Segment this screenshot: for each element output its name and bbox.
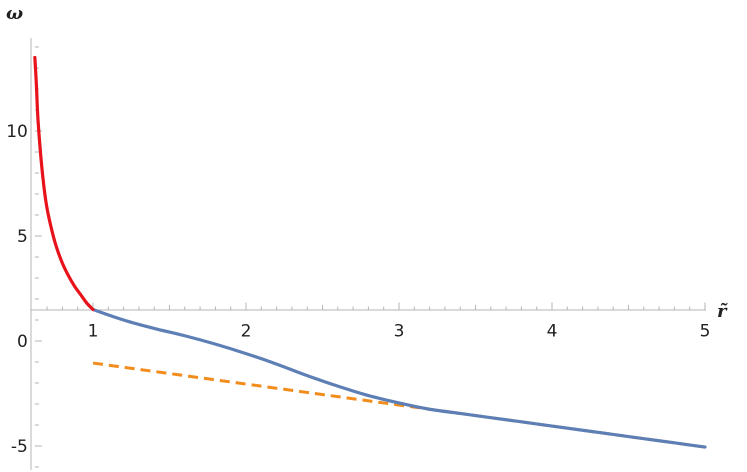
y-axis-title: ω xyxy=(6,3,23,24)
x-tick-label: 3 xyxy=(394,322,405,342)
x-tick-label: 2 xyxy=(241,322,252,342)
x-tick-label: 4 xyxy=(547,322,558,342)
tick-labels: 1 2 3 4 5 -5 0 5 10 xyxy=(6,122,710,457)
x-tick-label: 1 xyxy=(88,322,99,342)
y-tick-label: 0 xyxy=(17,332,28,352)
axis-ticks xyxy=(34,46,706,468)
y-tick-label: 10 xyxy=(6,122,28,142)
series-line xyxy=(91,307,707,449)
series-layer xyxy=(33,55,707,449)
y-tick-label: 5 xyxy=(17,227,28,247)
series-line xyxy=(33,55,95,312)
y-tick-label: -5 xyxy=(11,437,28,457)
x-tick-label: 5 xyxy=(700,322,711,342)
x-axis-title: r̃ xyxy=(717,301,728,322)
